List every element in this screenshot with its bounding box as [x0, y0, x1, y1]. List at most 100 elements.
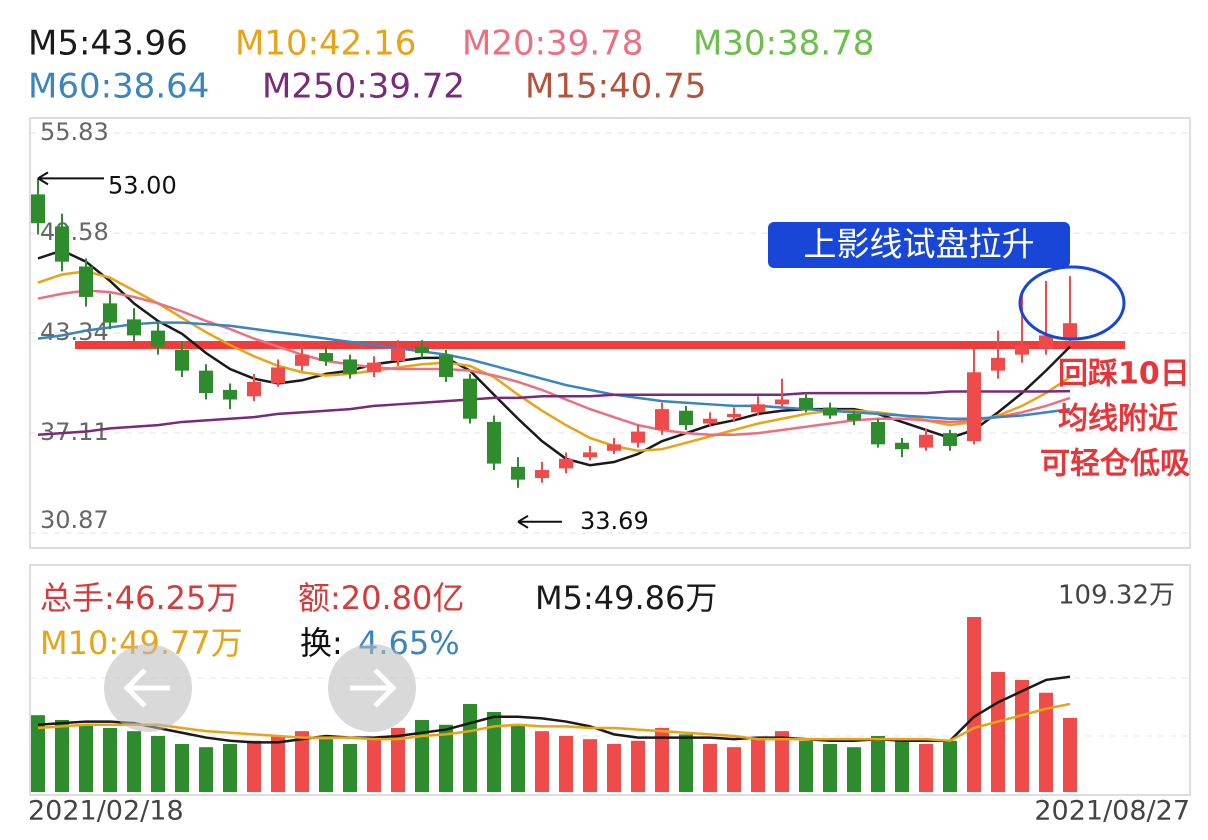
candle-body	[631, 431, 645, 443]
candle-body	[367, 362, 381, 373]
candle-body	[703, 418, 717, 424]
candle-body	[943, 433, 957, 446]
candle-body	[103, 303, 117, 323]
candle-body	[583, 452, 597, 458]
note-line: 可轻仓低吸	[1040, 447, 1190, 482]
volume-bar	[415, 719, 429, 792]
ma-line	[37, 249, 1071, 467]
ma-legend: M60:38.64	[28, 67, 209, 107]
candle-body	[391, 348, 405, 362]
volume-bar	[871, 735, 885, 792]
volume-bar	[967, 617, 981, 792]
volume-bar	[175, 743, 189, 792]
candle-body	[199, 370, 213, 394]
ma-legend: M30:38.78	[693, 24, 874, 64]
ma-legend: M5:43.96	[28, 24, 188, 64]
candle-body	[511, 466, 525, 480]
y-tick-label: 49.58	[40, 218, 109, 246]
candle-body	[127, 319, 141, 336]
candle-body	[775, 399, 789, 405]
volume-bar	[631, 740, 645, 792]
volume-bar	[1063, 717, 1077, 792]
volume-bar	[679, 734, 693, 792]
volume-bar	[343, 743, 357, 792]
candle-body	[559, 458, 573, 469]
candle-body	[343, 359, 357, 374]
volume-bar	[223, 743, 237, 792]
max-arrow	[37, 171, 104, 186]
candle-body	[871, 421, 885, 445]
prev-icon	[123, 668, 170, 708]
candle-body	[895, 442, 909, 450]
vol-ma-line	[37, 702, 1071, 743]
volume-bar	[271, 735, 285, 792]
ma-legend: M15:40.75	[525, 67, 706, 107]
volume-bar	[559, 735, 573, 792]
volume-bar	[439, 724, 453, 792]
candle-body	[463, 378, 477, 419]
volume-bar	[511, 724, 525, 792]
ma-legend: M20:39.78	[462, 24, 643, 64]
min-arrow	[517, 514, 562, 529]
candle-body	[751, 404, 765, 413]
y-tick-label: 30.87	[40, 506, 109, 534]
vol-ma-legend: M5:49.86万	[535, 579, 717, 617]
candle-body	[919, 434, 933, 448]
candle-body	[415, 346, 429, 354]
volume-bar	[103, 727, 117, 792]
candle-body	[439, 354, 453, 378]
vol-ma-line	[37, 675, 1071, 744]
candle-body	[967, 372, 981, 442]
ma-line	[37, 389, 1071, 437]
volume-bar	[391, 727, 405, 792]
candle-body	[1015, 345, 1029, 355]
candle-body	[823, 407, 837, 416]
volume-bar	[127, 731, 141, 792]
volume-bar	[655, 727, 669, 792]
note-line: 均线附近	[1058, 402, 1178, 437]
candle-body	[223, 389, 237, 400]
next-icon	[350, 668, 397, 708]
candle-body	[247, 381, 261, 397]
volume-bar	[1015, 679, 1029, 792]
volume-bar	[583, 739, 597, 792]
volume-bar	[847, 747, 861, 792]
volume-bar	[463, 703, 477, 792]
candle-body	[79, 266, 93, 297]
volume-bar	[79, 724, 93, 792]
candle-body	[271, 367, 285, 384]
volume-panel	[29, 564, 1191, 796]
volume-bar	[775, 731, 789, 792]
x-label: 2021/08/27	[1034, 796, 1190, 827]
candle-body	[991, 357, 1005, 371]
candle-body	[535, 470, 549, 479]
volume-bar	[487, 711, 501, 792]
volume-bar	[295, 731, 309, 792]
max-label: 53.00	[108, 171, 177, 199]
ma-line	[37, 270, 1071, 453]
candle-body	[1039, 335, 1053, 349]
volume-bar	[199, 747, 213, 792]
candle-body	[319, 353, 333, 362]
overlay: 上影线试盘拉升 回踩10日 均线附近 可轻仓低吸	[768, 222, 1190, 482]
nav-buttons	[104, 644, 416, 732]
candle-body	[727, 413, 741, 418]
candle-body	[295, 354, 309, 366]
candle-body	[1063, 323, 1077, 339]
candle-body	[799, 397, 813, 410]
highlight-ellipse	[1018, 265, 1126, 341]
candle-body	[55, 226, 69, 262]
candle-body	[151, 330, 165, 347]
min-label: 33.69	[580, 507, 649, 535]
volume-bar	[1039, 692, 1053, 792]
candle-body	[607, 444, 621, 451]
volume-bar	[751, 737, 765, 792]
ma-legend: M250:39.72	[262, 67, 465, 107]
turnover-label: 换:	[300, 624, 343, 662]
volume-bar	[31, 715, 45, 792]
total-volume: 总手:46.25万	[40, 579, 238, 617]
volume-bar	[607, 743, 621, 792]
